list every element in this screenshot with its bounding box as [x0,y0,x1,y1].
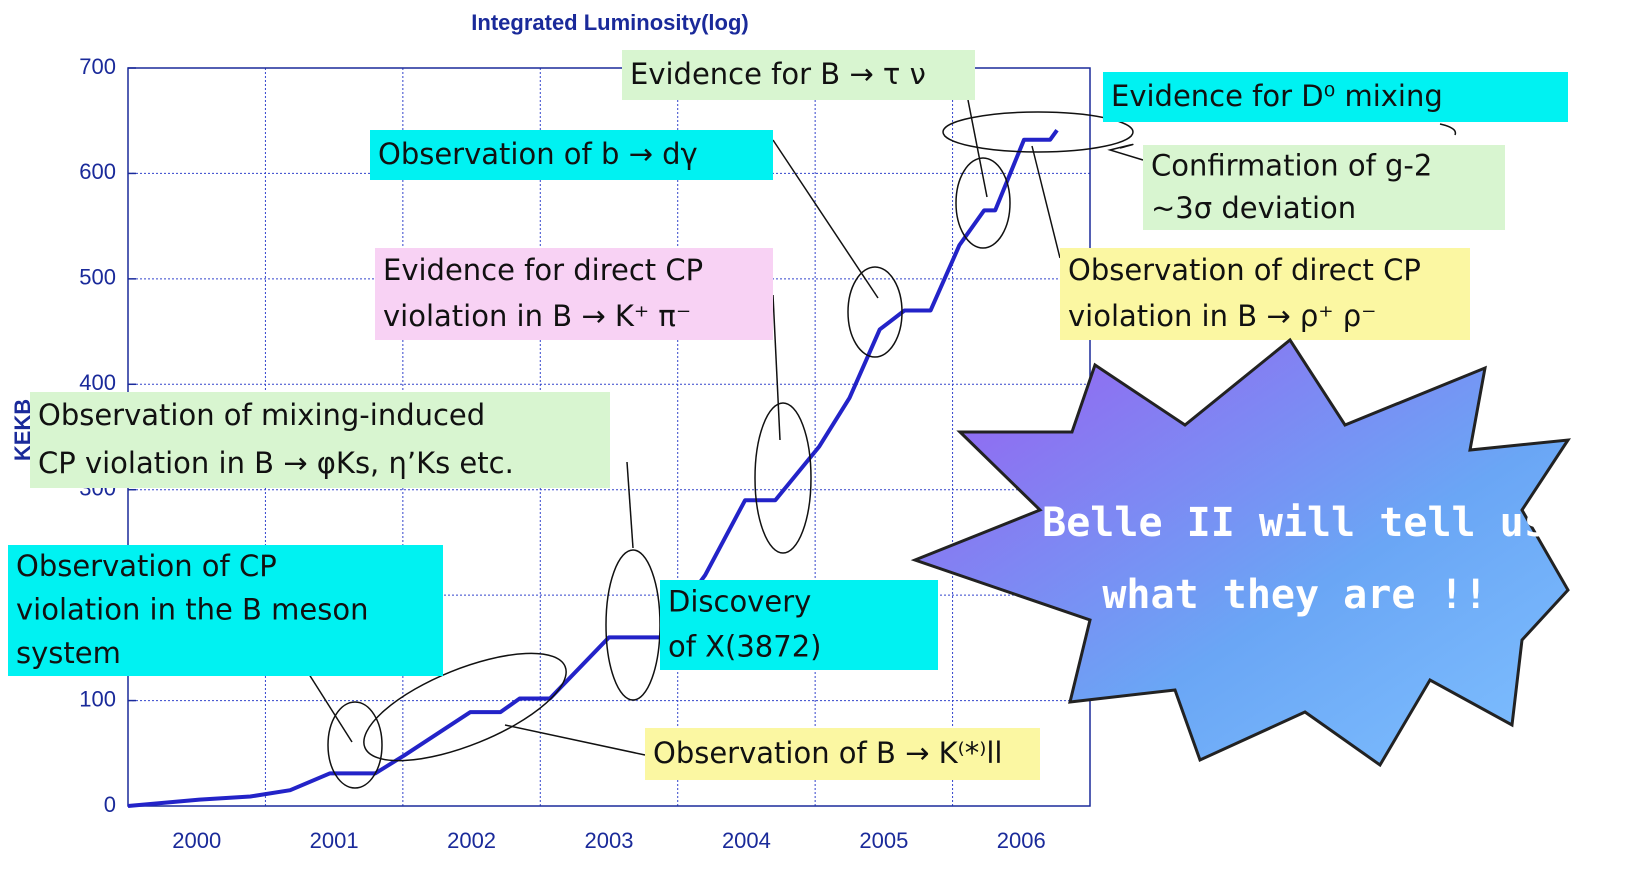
annotation-text: Observation of mixing-induced [38,398,485,432]
annotation: Evidence for direct CP violation in B → K… [375,248,773,340]
y-tick-label: 700 [79,54,116,79]
ellipse [754,402,812,554]
y-tick-label: 100 [79,686,116,711]
x-tick-label: 2004 [722,828,771,853]
x-tick-label: 2001 [310,828,359,853]
annotation-box [30,392,610,488]
y-tick-label: 400 [79,370,116,395]
x-tick-label: 2002 [447,828,496,853]
annotation-text: of X(3872) [668,630,821,664]
arrow [967,99,988,198]
annotation: Evidence for B → τ ν [622,50,975,100]
ellipse [327,701,383,789]
annotation-text: Observation of b → dγ [378,137,698,171]
annotation-text: violation in B → ρ⁺ ρ⁻ [1068,299,1377,333]
annotation: Discovery of X(3872) [660,580,938,670]
annotation-box [645,728,1040,780]
arrow [1439,123,1457,136]
arrow [1031,145,1061,259]
callout-text: what they are !! [1102,572,1487,618]
ellipse [605,549,661,701]
annotation-box [8,545,443,676]
annotation-text: Discovery [668,585,811,619]
annotation-text: CP violation in B → φKs, η’Ks etc. [38,446,514,480]
annotation-text: ~3σ deviation [1151,191,1356,225]
ellipse [942,111,1134,153]
arrow [626,461,634,549]
x-tick-label: 2000 [172,828,221,853]
annotation-text: Evidence for B → τ ν [630,57,926,91]
annotation-box [660,580,938,670]
annotation: Observation of b → dγ [370,130,773,180]
ellipse [955,157,1011,249]
x-tick-label: 2003 [585,828,634,853]
annotation-box [1143,145,1505,230]
callout-star [910,337,1571,768]
ellipse [847,266,903,358]
annotation: Observation of CP violation in the B meso… [8,545,443,676]
y-tick-label: 600 [79,159,116,184]
x-tick-label: 2006 [997,828,1046,853]
annotation-box [370,130,773,180]
annotation: Confirmation of g-2 ~3σ deviation [1143,145,1505,230]
y-tick-label: 500 [79,265,116,290]
annotation-box [1060,248,1470,340]
annotation-text: Observation of direct CP [1068,253,1421,287]
annotation: Observation of mixing-induced CP violatio… [30,392,610,488]
arrow [772,294,781,441]
annotation-text: Observation of B → K⁽*⁾ll [653,736,1003,770]
annotation-box [622,50,975,100]
y-tick-label: 0 [104,792,116,817]
annotation-text: Observation of CP [16,549,277,583]
arrow [1107,143,1144,161]
x-tick-label: 2005 [859,828,908,853]
annotation-text: violation in the B meson [16,593,368,627]
annotation: Observation of B → K⁽*⁾ll [645,728,1040,780]
annotation-text: system [16,636,121,670]
chart-title: Integrated Luminosity(log) [471,10,748,35]
ellipse [363,652,567,762]
callout-text: Belle II will tell us [1042,500,1548,546]
annotation-box [1103,72,1568,122]
annotation-box [375,248,773,340]
annotation: Observation of direct CP violation in B →… [1060,248,1470,340]
annotation-text: Evidence for direct CP [383,253,703,287]
annotation-text: Confirmation of g-2 [1151,148,1432,182]
arrow [772,139,879,299]
arrow [504,724,646,756]
annotation-text: violation in B → K⁺ π⁻ [383,299,691,333]
data-line [127,129,1059,808]
annotation-text: Evidence for D⁰ mixing [1111,79,1443,113]
annotation: Evidence for D⁰ mixing [1103,72,1568,122]
